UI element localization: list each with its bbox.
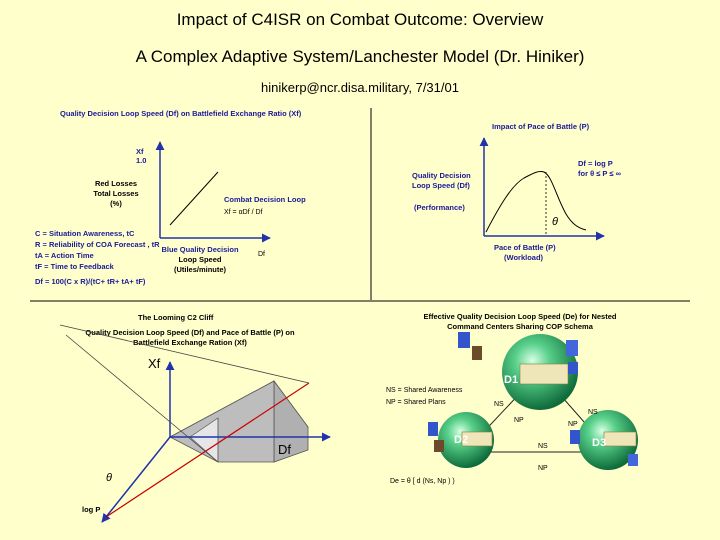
y-axis-label-1: Red Losses [95, 179, 137, 188]
definition-2: R = Reliability of COA Forecast , tR [35, 240, 160, 249]
panel-bl-title: The Looming C2 Cliff [138, 313, 214, 322]
edge-label-np-right: NP [568, 421, 578, 428]
y-axis-tick: 1.0 [136, 156, 146, 165]
panel-pace-of-battle: Impact of Pace of Battle (P) Quality Dec… [412, 122, 621, 262]
y-axis-label-3: (Performance) [414, 203, 465, 212]
curve-formula: Xf = αDf / Df [224, 209, 263, 216]
panel-tl-title: Quality Decision Loop Speed (Df) on Batt… [60, 109, 302, 118]
operator-figure-7 [570, 430, 580, 444]
projection-line-lower [65, 334, 219, 463]
xf-axis-label: Xf [148, 356, 161, 371]
x-axis-label-2: (Workload) [504, 253, 544, 262]
operator-figure-3 [566, 340, 578, 356]
curve-label: Combat Decision Loop [224, 195, 306, 204]
console-panel-d1 [519, 363, 569, 385]
edge-label-ns-bottom: NS [538, 443, 548, 450]
y-axis-label-2: Total Losses [93, 189, 138, 198]
definition-1: C = Situation Awareness, tC [35, 229, 135, 238]
legend-shared-awareness: NS = Shared Awareness [386, 387, 463, 394]
node-d3: D3 [578, 410, 638, 470]
x-axis-symbol: Df [258, 251, 265, 258]
operator-figure-8 [628, 454, 638, 466]
y-axis-label-2: Loop Speed (Df) [412, 181, 470, 190]
loop-speed-formula: Df = 100(C x R)/(tC+ tR+ tA+ tF) [35, 277, 146, 286]
exchange-ratio-curve [169, 171, 219, 226]
edge-label-np-bottom: NP [538, 465, 548, 472]
operator-figure-4 [568, 362, 578, 374]
panel-br-title-2: Command Centers Sharing COP Schema [447, 322, 594, 331]
logp-axis [101, 436, 171, 523]
panel-c2-cliff: The Looming C2 Cliff Quality Decision Lo… [59, 313, 331, 523]
panel-tr-title: Impact of Pace of Battle (P) [492, 122, 590, 131]
projection-line-upper [59, 324, 310, 384]
edge-label-ns-right: NS [588, 409, 598, 416]
operator-figure-2 [472, 346, 482, 360]
operator-figures [428, 332, 638, 466]
definition-3: tA = Action Time [35, 251, 94, 260]
logp-axis-label: log P [82, 505, 100, 514]
panel-nested-command-centers: Effective Quality Decision Loop Speed (D… [386, 312, 638, 485]
console-panel-d3 [603, 431, 637, 447]
node-label-d1: D1 [504, 374, 518, 386]
panel-bl-subtitle-2: Battlefield Exchange Ration (Xf) [133, 338, 247, 347]
df-axis-label: Df [278, 442, 291, 457]
edge-label-np-left: NP [514, 417, 524, 424]
node-d2: D2 [438, 412, 494, 468]
y-axis-label-1: Quality Decision [412, 171, 471, 180]
node-d1: D1 [502, 334, 578, 410]
performance-curve [485, 171, 587, 233]
x-axis-label-1: Blue Quality Decision [161, 245, 239, 254]
console-panel-d2 [461, 431, 493, 447]
effective-speed-formula: De = θ [ d (Ns, Np ) ) [390, 478, 455, 485]
edge-label-ns-left: NS [494, 401, 504, 408]
x-axis-label-2: Loop Speed [179, 255, 222, 264]
panel-bl-subtitle-1: Quality Decision Loop Speed (Df) and Pac… [85, 328, 295, 337]
node-label-d2: D2 [454, 434, 468, 446]
author-byline: hinikerp@ncr.disa.military, 7/31/01 [261, 80, 459, 95]
panel-decision-loop: Quality Decision Loop Speed (Df) on Batt… [35, 109, 306, 286]
definition-4: tF = Time to Feedback [35, 262, 115, 271]
y-axis-symbol: Xf [136, 147, 144, 156]
legend-shared-plans: NP = Shared Plans [386, 399, 446, 406]
page-title: Impact of C4ISR on Combat Outcome: Overv… [176, 10, 544, 29]
y-axis-label-3: (%) [110, 199, 122, 208]
operator-figure-6 [434, 440, 444, 452]
cliff-front-plane [169, 380, 275, 463]
theta-symbol: θ [552, 216, 558, 228]
node-label-d3: D3 [592, 437, 606, 449]
theta-label: θ [106, 472, 112, 484]
operator-figure-5 [428, 422, 438, 436]
panel-br-title-1: Effective Quality Decision Loop Speed (D… [424, 312, 617, 321]
x-axis-label-3: (Utiles/minute) [174, 265, 227, 274]
equation-1: Df = log P [578, 159, 613, 168]
x-axis-label-1: Pace of Battle (P) [494, 243, 556, 252]
operator-figure-1 [458, 332, 470, 348]
cliff-red-line [105, 382, 310, 518]
page-subtitle: A Complex Adaptive System/Lanchester Mod… [135, 47, 585, 66]
equation-2: for θ ≤ P ≤ ∞ [578, 169, 621, 178]
